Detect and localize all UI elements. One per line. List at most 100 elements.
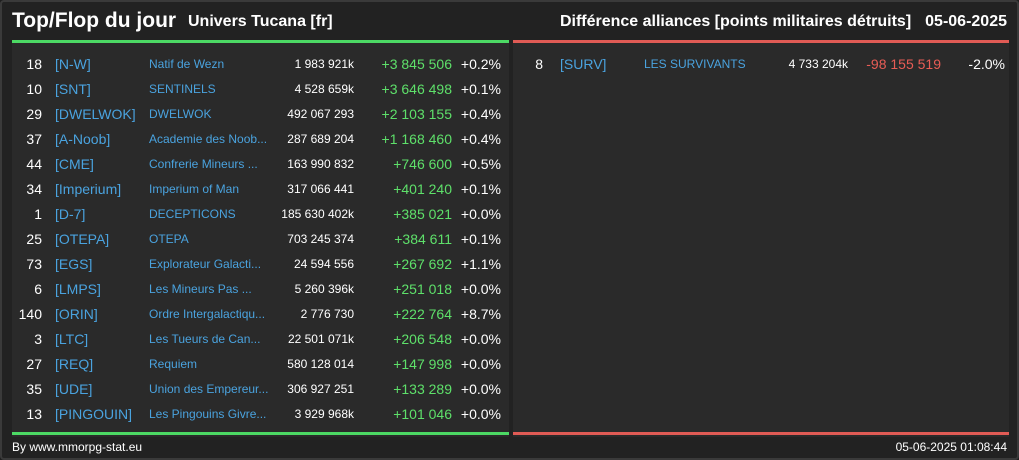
table-row: 8 [SURV] LES SURVIVANTS 4 733 204k -98 155 5… <box>513 52 1009 77</box>
alliance-diff-percent: -2.0% <box>968 56 1005 72</box>
alliance-tag-link[interactable]: [PINGOUIN] <box>55 406 133 422</box>
table-row: 1 [D-7] DECEPTICONS 185 630 402k +385 021 +0.… <box>12 202 509 227</box>
flop-panel: 8 [SURV] LES SURVIVANTS 4 733 204k -98 155 5… <box>513 40 1009 437</box>
subject-label: Différence alliances [points militaires … <box>559 13 912 30</box>
alliance-tag-link[interactable]: [ORIN] <box>55 306 98 322</box>
alliance-rank: 29 <box>26 106 42 122</box>
alliance-diff-percent: +0.1% <box>460 181 501 197</box>
alliance-diff-percent: +0.0% <box>460 281 501 297</box>
alliance-tag-link[interactable]: [Imperium] <box>55 181 122 197</box>
alliance-name-link[interactable]: Explorateur Galacti... <box>149 257 262 271</box>
alliance-points: 4 528 659k <box>294 82 354 96</box>
alliance-diff-percent: +0.0% <box>460 381 501 397</box>
alliance-rank: 44 <box>26 156 42 172</box>
alliance-tag-link[interactable]: [DWELWOK] <box>55 106 136 122</box>
alliance-tag-link[interactable]: [CME] <box>55 156 94 172</box>
table-row: 35 [UDE] Union des Empereur... 306 927 251 +… <box>12 377 509 402</box>
alliance-diff-percent: +0.0% <box>460 356 501 372</box>
alliance-tag-link[interactable]: [SNT] <box>55 81 91 97</box>
header-date: 05-06-2025 <box>925 13 1007 30</box>
flop-list: 8 [SURV] LES SURVIVANTS 4 733 204k -98 155 5… <box>513 52 1009 77</box>
alliance-name-link[interactable]: Les Tueurs de Can... <box>149 332 261 346</box>
alliance-points: 163 990 832 <box>287 157 354 171</box>
alliance-points: 580 128 014 <box>287 357 354 371</box>
alliance-rank: 25 <box>26 231 42 247</box>
alliance-diff: +206 548 <box>393 331 452 347</box>
alliance-diff: +101 046 <box>393 406 452 422</box>
alliance-name-link[interactable]: Les Mineurs Pas ... <box>149 282 252 296</box>
table-row: 29 [DWELWOK] DWELWOK 492 067 293 +2 103 155 +… <box>12 102 509 127</box>
table-row: 18 [N-W] Natif de Wezn 1 983 921k +3 845 506… <box>12 52 509 77</box>
alliance-name-link[interactable]: OTEPA <box>149 232 189 246</box>
alliance-rank: 37 <box>26 131 42 147</box>
alliance-points: 492 067 293 <box>287 107 354 121</box>
top-list: 18 [N-W] Natif de Wezn 1 983 921k +3 845 506… <box>12 52 509 427</box>
alliance-points: 185 630 402k <box>281 207 354 221</box>
table-row: 3 [LTC] Les Tueurs de Can... 22 501 071k +20… <box>12 327 509 352</box>
alliance-diff: +385 021 <box>393 206 452 222</box>
alliance-diff: +2 103 155 <box>381 106 452 122</box>
universe-label: Univers Tucana [fr] <box>188 13 333 30</box>
alliance-tag-link[interactable]: [EGS] <box>55 256 93 272</box>
alliance-diff: +3 845 506 <box>381 56 452 72</box>
alliance-name-link[interactable]: DWELWOK <box>149 107 212 121</box>
alliance-name-link[interactable]: DECEPTICONS <box>149 207 236 221</box>
table-row: 34 [Imperium] Imperium of Man 317 066 441 +4… <box>12 177 509 202</box>
table-row: 73 [EGS] Explorateur Galacti... 24 594 556 +… <box>12 252 509 277</box>
alliance-diff-percent: +0.2% <box>460 56 501 72</box>
alliance-tag-link[interactable]: [A-Noob] <box>55 131 111 147</box>
alliance-tag-link[interactable]: [OTEPA] <box>55 231 110 247</box>
table-row: 37 [A-Noob] Academie des Noob... 287 689 20… <box>12 127 509 152</box>
alliance-name-link[interactable]: Ordre Intergalactiqu... <box>149 307 266 321</box>
alliance-name-link[interactable]: Natif de Wezn <box>149 57 225 71</box>
alliance-diff: -98 155 519 <box>866 56 941 72</box>
alliance-name-link[interactable]: LES SURVIVANTS <box>644 57 746 71</box>
alliance-name-link[interactable]: Union des Empereur... <box>149 382 269 396</box>
alliance-name-link[interactable]: Requiem <box>149 357 198 371</box>
alliance-rank: 6 <box>34 281 42 297</box>
alliance-name-link[interactable]: Imperium of Man <box>149 182 240 196</box>
alliance-diff-percent: +0.4% <box>460 131 501 147</box>
alliance-diff: +3 646 498 <box>381 81 452 97</box>
alliance-rank: 1 <box>34 206 42 222</box>
alliance-name-link[interactable]: Confrerie Mineurs ... <box>149 157 258 171</box>
alliance-points: 1 983 921k <box>294 57 354 71</box>
alliance-diff: +133 289 <box>393 381 452 397</box>
alliance-rank: 13 <box>26 406 42 422</box>
table-row: 10 [SNT] SENTINELS 4 528 659k +3 646 498 +0.1… <box>12 77 509 102</box>
alliance-name-link[interactable]: Academie des Noob... <box>149 132 268 146</box>
alliance-diff-percent: +1.1% <box>460 256 501 272</box>
alliance-name-link[interactable]: SENTINELS <box>149 82 216 96</box>
alliance-diff-percent: +0.1% <box>460 231 501 247</box>
source-credit: By www.mmorpg-stat.eu <box>12 440 143 454</box>
alliance-points: 24 594 556 <box>293 257 354 271</box>
alliance-tag-link[interactable]: [REQ] <box>55 356 94 372</box>
alliance-diff: +746 600 <box>393 156 452 172</box>
alliance-tag-link[interactable]: [SURV] <box>560 56 607 72</box>
page-title: Top/Flop du jour <box>12 9 177 32</box>
alliance-diff: +401 240 <box>393 181 452 197</box>
alliance-name-link[interactable]: Les Pingouins Givre... <box>149 407 267 421</box>
alliance-diff: +222 764 <box>393 306 452 322</box>
top-panel-bottom-bar <box>12 432 509 435</box>
header-right: Différence alliances [points militaires … <box>560 13 1007 31</box>
alliance-rank: 35 <box>26 381 42 397</box>
alliance-tag-link[interactable]: [N-W] <box>55 56 91 72</box>
alliance-tag-link[interactable]: [LTC] <box>55 331 89 347</box>
alliance-rank: 18 <box>26 56 42 72</box>
alliance-tag-link[interactable]: [D-7] <box>55 206 86 222</box>
alliance-rank: 27 <box>26 356 42 372</box>
alliance-rank: 73 <box>26 256 42 272</box>
alliance-diff: +384 611 <box>394 231 452 247</box>
alliance-tag-link[interactable]: [UDE] <box>55 381 93 397</box>
alliance-rank: 34 <box>26 181 42 197</box>
alliance-diff-percent: +0.5% <box>460 156 501 172</box>
alliance-points: 4 733 204k <box>788 57 848 71</box>
alliance-points: 5 260 396k <box>294 282 354 296</box>
alliance-diff-percent: +0.4% <box>460 106 501 122</box>
table-row: 44 [CME] Confrerie Mineurs ... 163 990 832 +… <box>12 152 509 177</box>
table-row: 25 [OTEPA] OTEPA 703 245 374 +384 611 +0.1% <box>12 227 509 252</box>
alliance-points: 317 066 441 <box>287 182 354 196</box>
alliance-tag-link[interactable]: [LMPS] <box>55 281 101 297</box>
